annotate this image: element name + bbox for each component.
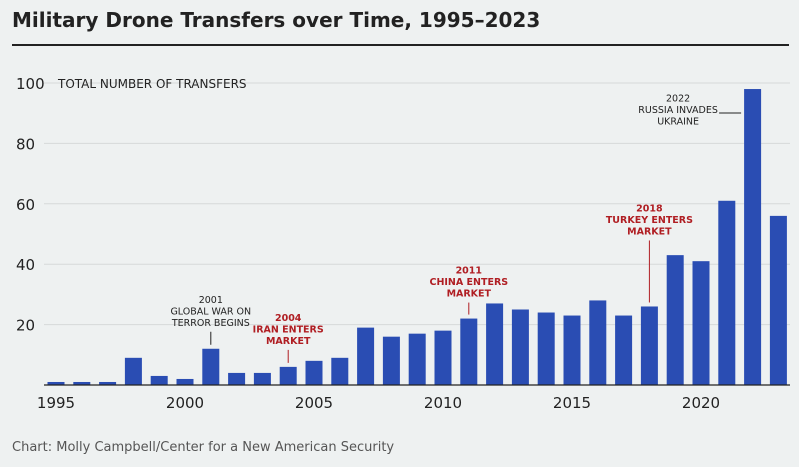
bar-2022 — [744, 89, 762, 385]
annotation-text: CHINA ENTERS — [429, 277, 508, 288]
bar-2001 — [202, 348, 220, 385]
x-tick-label: 2010 — [424, 394, 462, 412]
title-divider — [12, 44, 789, 46]
annotation-text: UKRAINE — [657, 117, 699, 128]
bar-2016 — [589, 300, 607, 385]
y-tick-label: 40 — [16, 256, 35, 274]
bar-2013 — [511, 309, 529, 385]
annotation-text: TERROR BEGINS — [171, 318, 250, 329]
x-tick-label: 2000 — [166, 394, 204, 412]
y-tick-label: 20 — [16, 317, 35, 335]
x-tick-label: 2020 — [682, 394, 720, 412]
annotation-text: 2018 — [636, 203, 663, 214]
annotation-text: 2011 — [456, 266, 482, 277]
annotation-text: 2001 — [199, 295, 223, 306]
bar-2014 — [537, 312, 555, 385]
bar-2018 — [640, 306, 658, 385]
x-tick-label: 2005 — [295, 394, 333, 412]
annotation-text: 2004 — [275, 313, 302, 324]
annotation-text: MARKET — [447, 289, 492, 300]
chart-credit: Chart: Molly Campbell/Center for a New A… — [12, 440, 395, 455]
bar-2002 — [228, 372, 246, 385]
bar-2009 — [408, 333, 426, 385]
bar-2021 — [718, 200, 736, 385]
y-tick-label: 60 — [16, 196, 35, 214]
x-tick-label: 2015 — [553, 394, 591, 412]
bar-1999 — [150, 375, 168, 385]
annotation-text: MARKET — [266, 336, 311, 347]
bar-1998 — [124, 357, 142, 385]
bar-chart: 20 40 60 80 100 TOTAL NUMBER OF TRANSFERS 1995… — [16, 75, 790, 412]
bar-2017 — [615, 315, 633, 385]
bar-2008 — [382, 336, 400, 385]
chart-title: Military Drone Transfers over Time, 1995… — [12, 8, 541, 32]
bar-2006 — [331, 357, 349, 385]
bar-2019 — [666, 255, 684, 385]
bar-2005 — [305, 360, 323, 385]
annotation-text: TURKEY ENTERS — [606, 215, 693, 226]
bar-1996 — [73, 381, 91, 385]
annotation-text: RUSSIA INVADES — [638, 105, 718, 116]
annotation-text: MARKET — [627, 226, 672, 237]
bar-2010 — [434, 330, 452, 385]
annotation-text: 2022 — [666, 94, 690, 105]
bar-1997 — [99, 381, 117, 385]
bar-2023 — [769, 215, 787, 385]
bar-2007 — [357, 327, 375, 385]
y-tick-label: 80 — [16, 135, 35, 153]
bar-2015 — [563, 315, 581, 385]
y-axis-title: TOTAL NUMBER OF TRANSFERS — [57, 77, 247, 91]
bar-2000 — [176, 378, 194, 385]
bar-1995 — [47, 381, 65, 385]
bar-2012 — [486, 303, 504, 385]
bar-2004 — [279, 366, 297, 385]
bar-2003 — [253, 372, 271, 385]
y-tick-label: 100 — [16, 75, 45, 93]
annotation-text: IRAN ENTERS — [253, 324, 324, 335]
x-tick-label: 1995 — [37, 394, 75, 412]
bar-2011 — [460, 318, 478, 385]
bar-2020 — [692, 261, 710, 385]
annotation-text: GLOBAL WAR ON — [170, 306, 251, 317]
